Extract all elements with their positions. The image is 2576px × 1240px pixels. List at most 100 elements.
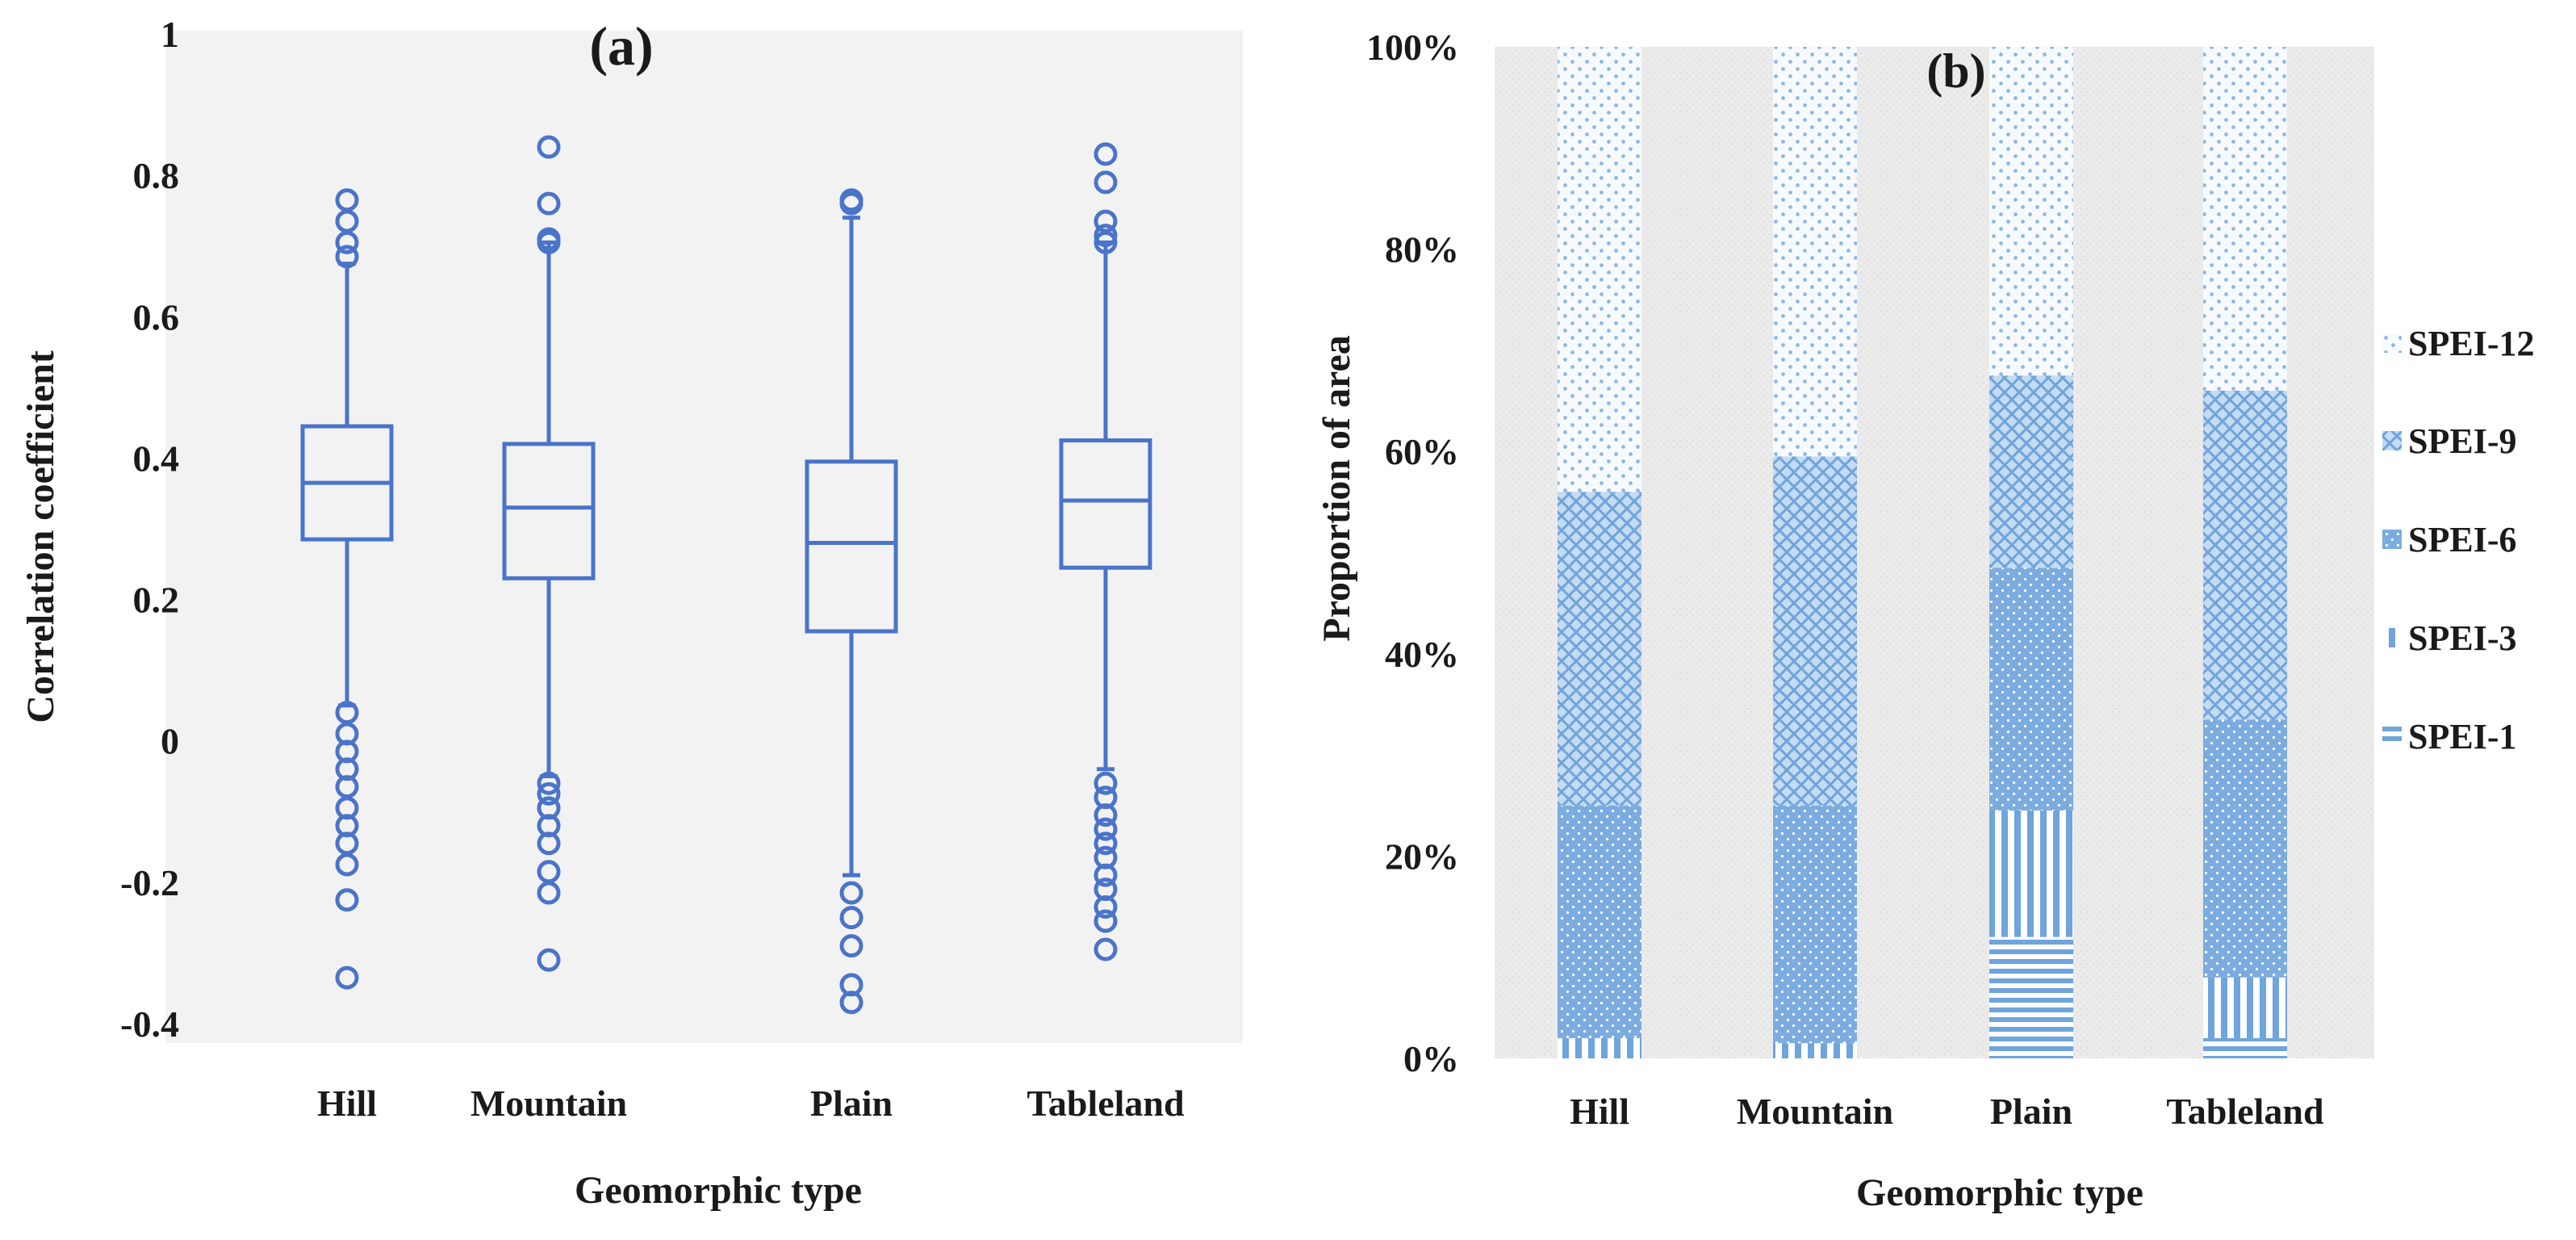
bar-segment-spei-6: [1989, 568, 2073, 811]
panel-a-boxplot: (a) 1 0.8 0.6 0.4 0.2 0 -0.2 -0.4 Hill Mountain P…: [19, 14, 1243, 1212]
panel-a-x-tick-label: Tableland: [1027, 1083, 1185, 1124]
bar-segment-spei-12: [1558, 47, 1641, 492]
bar-segment-spei-3: [1558, 1037, 1641, 1058]
bar-segment-spei-9: [1989, 375, 2073, 568]
outlier-point: [839, 991, 864, 1015]
outlier-point: [335, 966, 359, 990]
outlier-point: [1094, 832, 1118, 856]
panel-b-x-tick-label: Tableland: [2166, 1091, 2324, 1132]
panel-a-x-tick-label: Mountain: [470, 1083, 627, 1124]
outlier-point: [1094, 224, 1118, 248]
outlier-point: [1094, 937, 1118, 961]
outlier-point: [1094, 863, 1118, 887]
panel-a-label: (a): [589, 15, 653, 77]
panel-b-x-ticks: Hill Mountain Plain Tableland: [1570, 1091, 2324, 1132]
bar-segment-spei-6: [1558, 805, 1641, 1038]
bar-segment-spei-3: [2203, 977, 2287, 1038]
panel-a-y-ticks: 1 0.8 0.6 0.4 0.2 0 -0.2 -0.4: [120, 14, 179, 1045]
panel-a-x-axis-title: Geomorphic type: [575, 1169, 862, 1212]
outlier-point: [1094, 142, 1118, 166]
panel-b-label: (b): [1926, 44, 1985, 98]
panel-b-y-tick-label: 40%: [1385, 634, 1459, 675]
bar-segment-spei-3: [1989, 811, 2073, 937]
outlier-point: [537, 230, 561, 254]
panel-a-x-ticks: Hill Mountain Plain Tableland: [317, 1083, 1185, 1124]
outlier-point: [1094, 803, 1118, 827]
iqr-box: [1059, 438, 1152, 570]
panel-b-x-tick-label: Mountain: [1737, 1091, 1893, 1132]
panel-b-y-tick-label: 20%: [1385, 836, 1459, 877]
panel-b-x-tick-label: Plain: [1990, 1091, 2072, 1132]
outlier-point: [839, 191, 864, 216]
panel-a-y-tick-label: -0.2: [120, 862, 179, 903]
panel-b-y-ticks: 100% 80% 60% 40% 20% 0%: [1366, 27, 1459, 1079]
panel-b-legend: SPEI-12 SPEI-9 SPEI-6 SPEI-3 SPEI-1: [2382, 324, 2534, 756]
panel-a-y-tick-label: 0.6: [133, 296, 180, 337]
outlier-point: [537, 881, 561, 905]
panel-b-bars: [1558, 47, 2287, 1058]
iqr-box: [805, 459, 898, 634]
outlier-point: [335, 852, 359, 877]
legend-swatch-spei-12: [2382, 333, 2402, 353]
panel-a-y-tick-label: 1: [161, 14, 179, 55]
outlier-point: [1094, 817, 1118, 841]
panel-a-y-axis-title: Correlation coefficient: [19, 350, 62, 723]
bar-segment-spei-9: [1558, 492, 1641, 806]
panel-a-y-tick-label: 0.8: [133, 155, 180, 196]
iqr-box: [502, 442, 596, 580]
outlier-point: [537, 832, 561, 856]
bar-segment-spei-6: [2203, 719, 2287, 978]
legend-swatch-spei-6: [2382, 530, 2402, 549]
outlier-point: [335, 888, 359, 912]
legend-label: SPEI-3: [2408, 618, 2516, 658]
outlier-point: [1094, 771, 1118, 795]
legend-label: SPEI-1: [2408, 717, 2516, 756]
outlier-point: [1094, 895, 1118, 920]
legend-label: SPEI-12: [2408, 324, 2534, 363]
bar-segment-spei-1: [2203, 1037, 2287, 1058]
panel-b-stacked-bars: (b) 100% 80% 60% 40% 20% 0% Hill Mountain Plain…: [1315, 27, 2534, 1214]
outlier-point: [537, 948, 561, 972]
outlier-point: [537, 781, 561, 806]
bar-segment-spei-9: [1773, 456, 1857, 806]
panel-a-plot-area: [165, 31, 1243, 1043]
panel-a-y-tick-label: 0.4: [133, 438, 180, 479]
legend-swatch-spei-1: [2382, 727, 2402, 746]
panel-a-y-tick-label: 0: [161, 721, 179, 762]
outlier-point: [839, 881, 864, 905]
bar-segment-spei-3: [1773, 1043, 1857, 1058]
panel-a-boxes: [300, 135, 1152, 1015]
outlier-point: [839, 906, 864, 930]
outlier-point: [335, 230, 359, 254]
panel-b-y-tick-label: 60%: [1385, 431, 1459, 472]
panel-b-y-axis-title: Proportion of area: [1315, 335, 1358, 642]
panel-b-x-tick-label: Hill: [1570, 1091, 1629, 1132]
bar-segment-spei-9: [2203, 391, 2287, 720]
panel-b-y-tick-label: 0%: [1403, 1038, 1459, 1079]
legend-label: SPEI-9: [2408, 421, 2516, 461]
bar-segment-spei-6: [1773, 805, 1857, 1044]
outlier-point: [537, 771, 561, 795]
panel-b-x-axis-title: Geomorphic type: [1856, 1171, 2143, 1214]
legend-label: SPEI-6: [2408, 520, 2516, 559]
panel-a-y-tick-label: -0.4: [120, 1003, 179, 1045]
panel-b-y-tick-label: 80%: [1385, 229, 1459, 270]
bar-segment-spei-1: [1989, 936, 2073, 1058]
outlier-point: [1094, 170, 1118, 195]
bar-segment-spei-12: [2203, 47, 2287, 392]
legend-swatch-spei-3: [2382, 628, 2402, 647]
bar-segment-spei-12: [1773, 47, 1857, 457]
panel-b-y-tick-label: 100%: [1366, 27, 1459, 68]
outlier-point: [335, 245, 359, 269]
panel-a-x-tick-label: Plain: [810, 1083, 893, 1124]
outlier-point: [537, 135, 561, 159]
outlier-point: [839, 934, 864, 958]
outlier-point: [537, 191, 561, 216]
outlier-point: [1094, 909, 1118, 933]
outlier-point: [1094, 230, 1118, 254]
bar-segment-spei-12: [1989, 47, 2073, 376]
panel-a-y-tick-label: 0.2: [133, 580, 180, 621]
panel-a-x-tick-label: Hill: [317, 1083, 377, 1124]
legend-swatch-spei-9: [2382, 431, 2402, 450]
